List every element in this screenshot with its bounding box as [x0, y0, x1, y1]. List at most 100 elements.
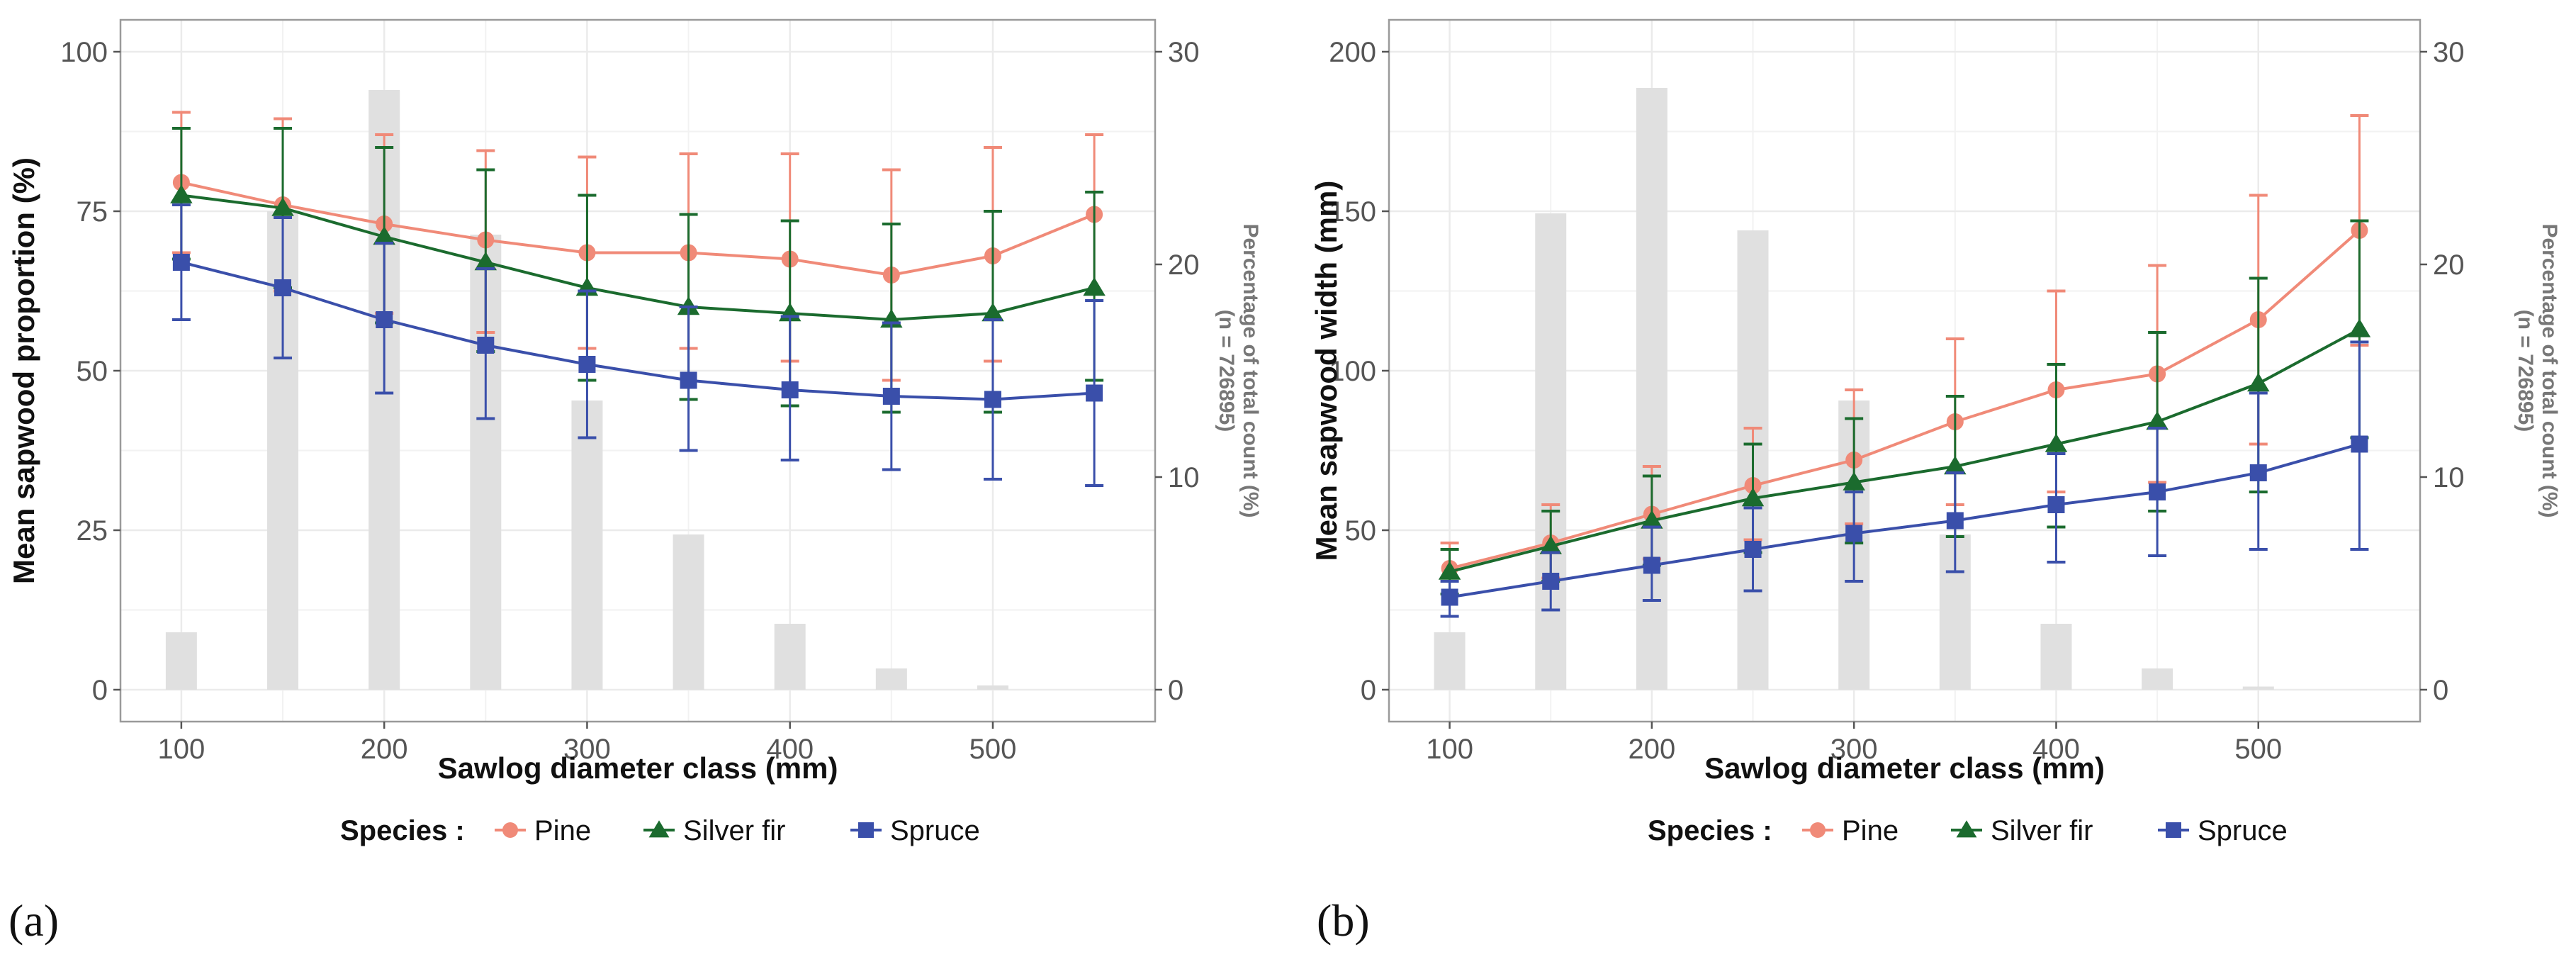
- x-tick-label: 500: [969, 734, 1017, 765]
- series-line: [1449, 229, 2361, 570]
- data-point: [2247, 373, 2270, 392]
- series-spruce: [1440, 340, 2369, 618]
- legend-title: Species :: [340, 815, 465, 846]
- y-tick-label: 100: [1329, 356, 1376, 387]
- y-tick-label: 200: [1329, 37, 1376, 68]
- data-point: [1843, 471, 1865, 491]
- y-tick-label: 50: [1345, 515, 1377, 547]
- series-line: [181, 181, 1095, 277]
- count-bar: [2242, 686, 2274, 690]
- data-point: [1946, 512, 1964, 530]
- data-point: [578, 356, 596, 373]
- count-bar: [571, 401, 603, 690]
- x-tick-label: 200: [361, 734, 408, 765]
- legend-label-spruce: Spruce: [2198, 815, 2288, 846]
- count-bar: [1434, 632, 1466, 690]
- x-tick-label: 400: [2032, 734, 2080, 765]
- panel-label: (a): [9, 895, 59, 946]
- data-point: [172, 254, 190, 271]
- y2-tick-label: 0: [2433, 675, 2448, 706]
- data-point: [1845, 525, 1863, 542]
- data-point: [982, 303, 1004, 322]
- y-tick-label: 100: [60, 37, 108, 68]
- y2-axis: 0 10 20 30: [1155, 37, 1200, 706]
- y2-tick-label: 30: [1168, 37, 1200, 68]
- data-point: [2249, 464, 2267, 481]
- data-point: [882, 388, 900, 405]
- x-axis: 100 200 300 400 500: [1426, 722, 2282, 765]
- series-line: [181, 194, 1095, 322]
- y2-axis-title: Percentage of total count (%): [2538, 223, 2561, 517]
- data-point: [1542, 573, 1560, 590]
- data-point: [376, 311, 393, 328]
- data-point: [2047, 496, 2065, 513]
- legend-label-pine: Pine: [1842, 815, 1899, 846]
- count-bar: [774, 624, 806, 690]
- y-axis: 0 25 50 75 100: [60, 37, 120, 706]
- data-point: [274, 279, 292, 296]
- series-line: [1449, 442, 2360, 599]
- y-tick-label: 50: [77, 356, 108, 387]
- y2-tick-label: 10: [2433, 462, 2465, 493]
- data-point: [2146, 411, 2169, 430]
- count-bar: [1535, 213, 1567, 690]
- data-point: [2348, 318, 2371, 337]
- panel-label: (b): [1317, 895, 1370, 946]
- x-axis-title: Sawlog diameter class (mm): [438, 751, 838, 785]
- x-axis-title: Sawlog diameter class (mm): [1704, 751, 2105, 785]
- legend-marker-spruce: [858, 822, 874, 838]
- y-tick-label: 75: [77, 196, 108, 228]
- data-point: [2045, 433, 2068, 452]
- legend-a: Species : Pine Silver fir Spruce: [340, 815, 980, 846]
- data-point: [984, 391, 1001, 408]
- x-tick-label: 300: [1830, 734, 1878, 765]
- x-tick-label: 100: [158, 734, 206, 765]
- data-point: [1083, 277, 1106, 296]
- data-point: [477, 337, 495, 354]
- count-bar: [875, 668, 907, 690]
- legend-marker-pine: [1810, 822, 1826, 838]
- legend-marker-pine: [502, 822, 518, 838]
- count-bar: [977, 685, 1008, 690]
- y-axis-title: Mean sapwood width (mm): [1310, 181, 1343, 561]
- x-tick-label: 300: [563, 734, 611, 765]
- legend-title: Species :: [1648, 815, 1772, 846]
- y-tick-label: 0: [1361, 675, 1376, 706]
- data-point: [170, 184, 193, 203]
- y2-tick-label: 20: [1168, 250, 1200, 281]
- count-bar: [2142, 668, 2173, 690]
- legend-b: Species : Pine Silver fir Spruce: [1648, 815, 2288, 846]
- data-point: [1438, 561, 1461, 580]
- data-point: [2149, 483, 2166, 500]
- data-point: [1944, 456, 1967, 475]
- y2-axis: 0 10 20 30: [2420, 37, 2465, 706]
- data-point: [1641, 510, 1663, 529]
- x-tick-label: 200: [1629, 734, 1676, 765]
- count-bar: [2040, 624, 2072, 690]
- series-line: [1449, 327, 2361, 573]
- panel-b: 0 50 100 150 200 0 10 20 30 100 200 300 400 500 Sawlog…: [1310, 18, 2561, 946]
- y-tick-label: 150: [1329, 196, 1376, 228]
- data-point: [1441, 588, 1458, 606]
- x-tick-label: 100: [1426, 734, 1473, 765]
- data-point: [474, 252, 497, 271]
- data-point: [1539, 535, 1562, 554]
- y2-tick-label: 20: [2433, 250, 2465, 281]
- legend-label-silver-fir: Silver fir: [1991, 815, 2093, 846]
- y2-axis-subtitle: (n = 726895): [1215, 310, 1238, 432]
- y2-tick-label: 0: [1168, 675, 1183, 706]
- y2-tick-label: 10: [1168, 462, 1200, 493]
- y-axis-title: Mean sapwood proportion (%): [7, 157, 40, 584]
- legend-marker-spruce: [2166, 822, 2181, 838]
- y2-axis-subtitle: (n = 726895): [2514, 310, 2537, 432]
- legend-label-silver-fir: Silver fir: [683, 815, 785, 846]
- legend-marker-silver-fir: [648, 820, 670, 838]
- legend-label-spruce: Spruce: [890, 815, 980, 846]
- data-point: [1744, 541, 1762, 558]
- y-tick-label: 0: [92, 675, 108, 706]
- data-point: [680, 371, 697, 389]
- x-tick-label: 500: [2234, 734, 2282, 765]
- series-spruce: [171, 203, 1104, 487]
- legend-label-pine: Pine: [534, 815, 591, 846]
